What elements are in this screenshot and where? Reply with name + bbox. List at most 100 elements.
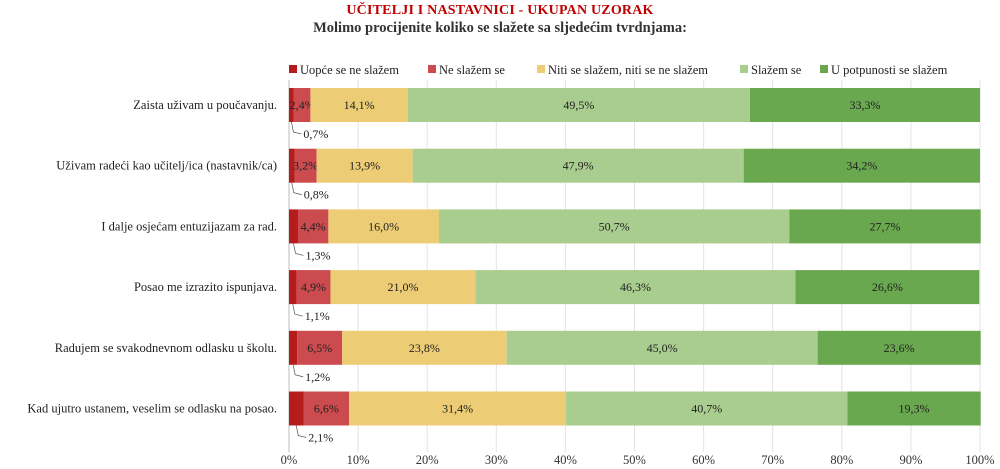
callout-line (291, 121, 302, 135)
x-tick-label: 80% (830, 453, 853, 467)
data-label: 6,5% (307, 341, 332, 355)
data-label: 31,4% (442, 402, 473, 416)
legend-entry: U potpunosti se slažem (831, 63, 948, 77)
x-tick-label: 100% (965, 453, 994, 467)
bar-segment (566, 391, 848, 426)
legend-entry: Ne slažem se (439, 63, 505, 77)
data-label: 19,3% (899, 402, 930, 416)
data-label: 23,6% (884, 341, 915, 355)
data-label: 0,8% (304, 188, 329, 202)
data-label: 21,0% (388, 280, 419, 294)
bar-segment (749, 88, 980, 122)
bar-segment (310, 88, 408, 122)
data-label: 1,3% (305, 248, 330, 262)
x-tick-label: 10% (347, 453, 370, 467)
x-tick-label: 60% (692, 453, 715, 467)
legend: Uopće se ne slažem Ne slažem se Niti se sl… (289, 63, 948, 77)
bar-segment (289, 270, 297, 305)
data-label: 3,2% (293, 159, 318, 173)
bar-segment (328, 209, 439, 244)
data-label: 6,6% (314, 402, 339, 416)
category-label: I dalje osjećam entuzijazam za rad. (101, 219, 277, 233)
category-label: Kad ujutro ustanem, veselim se odlasku n… (27, 402, 277, 416)
callout-line (293, 243, 304, 256)
bar-segment (349, 391, 567, 426)
data-label: 33,3% (849, 98, 880, 112)
data-label: 2,4% (290, 98, 315, 112)
bar-segment (847, 391, 981, 426)
category-label: Uživam radeći kao učitelj/ica (nastavnik… (56, 159, 277, 173)
x-tick-label: 70% (761, 453, 784, 467)
callout-line (291, 182, 302, 196)
data-label: 4,4% (301, 219, 326, 233)
bar-segment (297, 330, 343, 365)
data-label: 0,7% (303, 127, 328, 141)
data-label: 47,9% (563, 159, 594, 173)
data-label: 23,8% (409, 341, 440, 355)
chart-title: UČITELJI I NASTAVNICI - UKUPAN UZORAK (346, 3, 654, 18)
bar-segment (789, 209, 981, 244)
bar-segment (289, 88, 294, 122)
bar-segment (795, 270, 980, 305)
bar-segment (303, 391, 350, 426)
bar-segment (289, 209, 298, 244)
legend-swatch (820, 65, 828, 73)
legend-entry: Slažem se (751, 63, 802, 77)
bar-segment (475, 270, 796, 305)
bar-segment (743, 148, 980, 183)
legend-entry: Niti se slažem, niti se ne slažem (548, 63, 708, 77)
data-label: 2,1% (308, 431, 333, 445)
x-tick-label: 30% (485, 453, 508, 467)
data-label: 14,1% (344, 98, 375, 112)
data-label: 1,2% (305, 370, 330, 384)
bar-segment (330, 270, 476, 305)
callout-line (295, 425, 307, 438)
x-tick-label: 90% (899, 453, 922, 467)
bar-segment (289, 148, 295, 183)
data-label: 34,2% (846, 159, 877, 173)
x-tick-label: 20% (416, 453, 439, 467)
bar-segment (817, 330, 981, 365)
gridlines (288, 80, 981, 452)
data-label: 45,0% (647, 341, 678, 355)
bar-segment (297, 209, 329, 244)
data-label: 26,6% (872, 280, 903, 294)
data-label: 46,3% (620, 280, 651, 294)
bar-segment (293, 88, 311, 122)
bar-segment (438, 209, 790, 244)
category-label: Posao me izrazito ispunjava. (134, 280, 277, 294)
bar-segment (407, 88, 750, 122)
bar-segment (289, 330, 298, 365)
legend-swatch (537, 65, 545, 73)
legend-entry: Uopće se ne slažem (300, 63, 399, 77)
callout-line (292, 364, 304, 378)
category-label: Radujem se svakodnevnom odlasku u školu. (55, 341, 277, 355)
x-axis-ticks: 0% 10% 20% 30% 40% 50% 60% 70% 80% 90% 100% (281, 453, 995, 467)
data-label: 1,1% (305, 309, 330, 323)
category-label: Zaista uživam u poučavanju. (133, 98, 277, 112)
x-tick-label: 0% (281, 453, 298, 467)
callout-line (292, 304, 303, 317)
bar-segment (506, 330, 818, 365)
bar-segment (289, 391, 304, 426)
data-label: 27,7% (869, 219, 900, 233)
x-tick-label: 40% (554, 453, 577, 467)
bar-segment (296, 270, 331, 305)
legend-swatch (289, 65, 297, 73)
data-label: 40,7% (691, 402, 722, 416)
bar-segment (412, 148, 744, 183)
data-label: 49,5% (563, 98, 594, 112)
chart-subtitle: Molimo procijenite koliko se slažete sa … (313, 20, 687, 36)
data-label: 16,0% (368, 219, 399, 233)
data-label: 13,9% (349, 159, 380, 173)
bars: 0,7% 2,4% 14,1% 49,5% 33,3% 0,8% 3,2% 13,9% 47,9… (289, 88, 981, 445)
x-tick-label: 50% (623, 453, 646, 467)
data-label: 50,7% (599, 219, 630, 233)
category-labels: Zaista uživam u poučavanju. Uživam radeći… (27, 98, 277, 416)
legend-swatch (740, 65, 748, 73)
bar-segment (316, 148, 413, 183)
legend-swatch (428, 65, 436, 73)
bar-segment (294, 148, 317, 183)
data-label: 4,9% (301, 280, 326, 294)
